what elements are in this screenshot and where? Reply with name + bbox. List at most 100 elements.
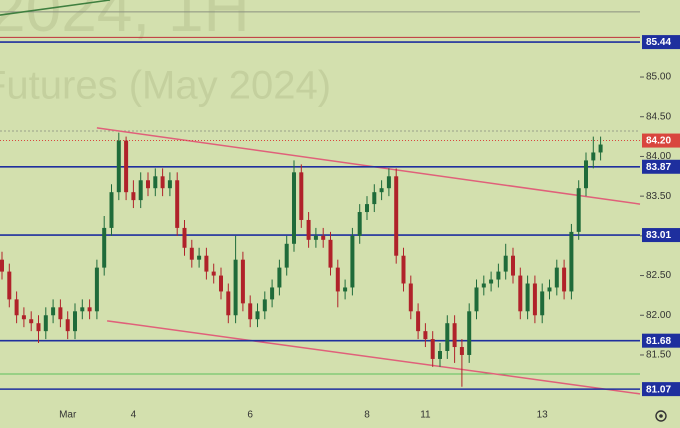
candle-body xyxy=(284,243,289,268)
candle-body xyxy=(0,259,4,272)
candle-body xyxy=(58,307,63,320)
candle-body xyxy=(36,323,41,332)
candle-body xyxy=(277,267,282,288)
candle-body xyxy=(109,192,114,228)
candle-body xyxy=(459,347,464,355)
candle-body xyxy=(43,315,48,332)
candle-body xyxy=(467,311,472,355)
y-tick-label: 81.50 xyxy=(646,350,671,361)
candle-body xyxy=(167,180,172,189)
x-tick-label: 8 xyxy=(364,410,370,421)
price-label-box xyxy=(642,382,680,397)
candle-body xyxy=(124,140,129,193)
candle-body xyxy=(408,283,413,312)
y-tick-label: 85.00 xyxy=(646,72,671,83)
price-label-box xyxy=(642,333,680,348)
y-tick-label: 84.50 xyxy=(646,111,671,122)
candle-body xyxy=(423,331,428,340)
candle-body xyxy=(299,172,304,220)
candle-body xyxy=(386,176,391,189)
candle-body xyxy=(394,176,399,256)
candle-body xyxy=(14,299,19,316)
price-label: 81.07 xyxy=(646,384,671,395)
candle-body xyxy=(481,283,486,288)
price-label: 84.20 xyxy=(646,136,671,147)
candle-body xyxy=(219,275,223,292)
y-tick-label: 82.00 xyxy=(646,310,671,321)
candle-body xyxy=(474,287,479,312)
candle-body xyxy=(438,351,442,359)
candle-body xyxy=(226,291,231,316)
candle-body xyxy=(540,291,545,316)
candle-body xyxy=(321,235,326,240)
price-label: 83.01 xyxy=(646,230,671,241)
candle-body xyxy=(292,172,296,244)
candle-body xyxy=(189,247,194,260)
y-tick-label: 82.50 xyxy=(646,270,671,281)
y-tick-label: 84.00 xyxy=(646,151,671,162)
x-tick-label: 13 xyxy=(537,410,549,421)
candle-body xyxy=(489,279,494,284)
candle-body xyxy=(496,271,501,280)
candle-body xyxy=(547,287,552,292)
candle-body xyxy=(65,319,70,332)
candle-body xyxy=(131,192,136,201)
trend-line xyxy=(107,320,641,395)
price-label: 85.44 xyxy=(646,37,671,48)
candle-body xyxy=(591,152,596,161)
price-label: 81.68 xyxy=(646,336,671,347)
candle-body xyxy=(511,255,515,276)
candle-body xyxy=(576,188,581,232)
candle-body xyxy=(343,287,348,292)
candle-body xyxy=(365,204,369,213)
candle-body xyxy=(153,176,158,189)
watermark-symbol: 2024, 1H xyxy=(0,0,250,45)
candle-body xyxy=(240,259,245,304)
candle-body xyxy=(262,299,267,312)
candle-body xyxy=(328,239,333,268)
x-tick-label: 11 xyxy=(420,410,431,421)
candle-body xyxy=(379,188,384,193)
x-tick-label: 4 xyxy=(131,410,137,421)
candle-body xyxy=(197,255,202,260)
y-tick-label: 83.50 xyxy=(646,191,671,202)
candle-body xyxy=(313,235,318,240)
candle-body xyxy=(584,160,588,189)
price-label-box xyxy=(642,159,680,174)
candle-body xyxy=(102,227,107,268)
candle-body xyxy=(562,267,567,292)
candle-body xyxy=(430,339,435,359)
candle-body xyxy=(445,323,450,351)
price-label-box xyxy=(642,35,680,50)
candle-body xyxy=(554,267,559,288)
candle-body xyxy=(51,307,56,316)
candle-body xyxy=(372,192,377,205)
candle-body xyxy=(175,180,180,228)
candle-body xyxy=(116,140,121,193)
candle-body xyxy=(160,176,165,189)
x-tick-label: 6 xyxy=(247,410,253,421)
candle-body xyxy=(204,255,209,272)
settings-button[interactable] xyxy=(655,410,667,422)
candle-body xyxy=(306,219,311,240)
candle-body xyxy=(401,255,406,284)
price-label-box xyxy=(642,228,680,243)
candle-body xyxy=(211,271,216,276)
candle-body xyxy=(21,315,26,320)
candle-body xyxy=(80,307,85,312)
candle-body xyxy=(255,311,260,320)
candle-body xyxy=(350,235,355,288)
candle-body xyxy=(357,212,362,236)
price-label-box xyxy=(642,133,680,148)
candle-body xyxy=(94,267,99,312)
candle-body xyxy=(7,271,12,300)
candle-body xyxy=(532,283,537,316)
candle-body xyxy=(146,180,150,189)
candle-body xyxy=(248,303,253,320)
candle-body xyxy=(182,227,187,248)
candle-body xyxy=(270,287,275,300)
candle-body xyxy=(416,311,421,332)
candle-body xyxy=(87,307,92,312)
watermark-contract: Futures (May 2024) xyxy=(0,64,331,108)
